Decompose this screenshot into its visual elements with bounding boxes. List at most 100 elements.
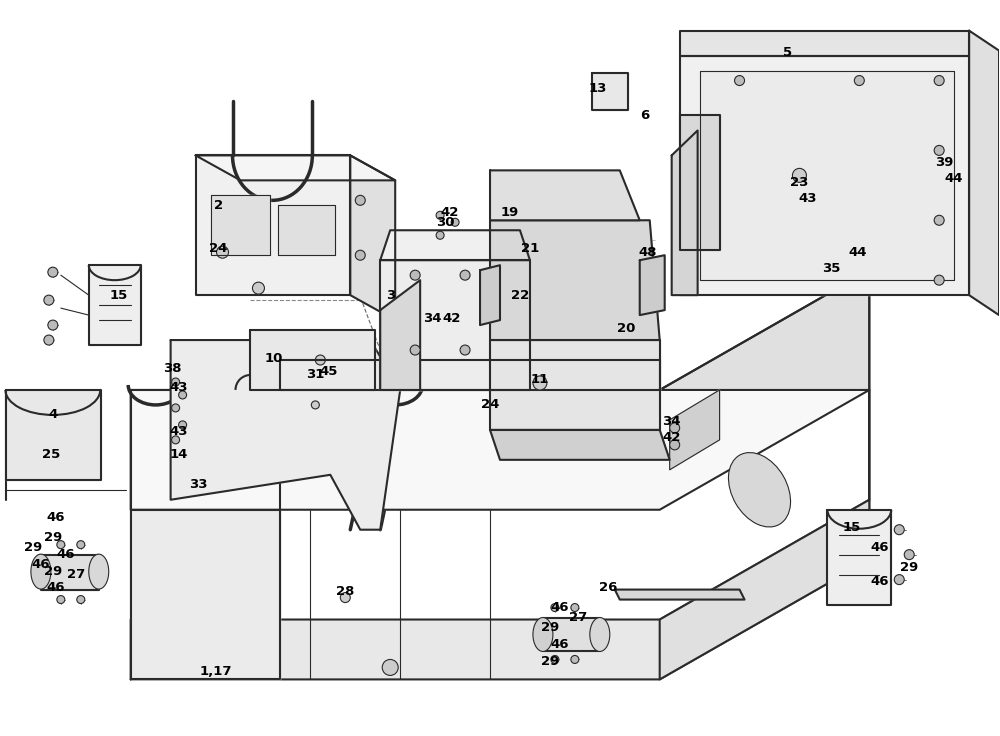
Text: 46: 46: [57, 548, 75, 561]
Circle shape: [894, 525, 904, 534]
Circle shape: [57, 595, 65, 604]
Text: 44: 44: [945, 172, 963, 185]
Polygon shape: [680, 116, 720, 250]
Circle shape: [934, 216, 944, 225]
Ellipse shape: [89, 554, 109, 589]
Circle shape: [252, 282, 264, 294]
Polygon shape: [969, 31, 999, 315]
Polygon shape: [680, 56, 969, 295]
Text: 13: 13: [589, 82, 607, 95]
Circle shape: [533, 376, 547, 390]
Text: 43: 43: [169, 425, 188, 439]
Text: 29: 29: [541, 621, 559, 634]
Polygon shape: [640, 255, 665, 315]
Circle shape: [894, 575, 904, 584]
Polygon shape: [211, 195, 270, 255]
Ellipse shape: [590, 618, 610, 651]
Circle shape: [48, 320, 58, 330]
Polygon shape: [280, 360, 660, 390]
Text: 31: 31: [306, 369, 325, 381]
Polygon shape: [131, 510, 280, 679]
Polygon shape: [680, 31, 969, 56]
Circle shape: [571, 604, 579, 612]
Ellipse shape: [728, 453, 791, 527]
Text: 22: 22: [511, 289, 529, 302]
Circle shape: [551, 604, 559, 612]
Polygon shape: [196, 155, 395, 180]
Polygon shape: [543, 618, 600, 651]
Polygon shape: [490, 340, 660, 430]
Text: 3: 3: [386, 289, 395, 302]
Circle shape: [460, 345, 470, 355]
Text: 10: 10: [264, 352, 283, 364]
Polygon shape: [592, 73, 628, 110]
Polygon shape: [131, 270, 869, 510]
Text: 46: 46: [870, 541, 889, 554]
Circle shape: [436, 231, 444, 239]
Text: 20: 20: [617, 322, 635, 335]
Polygon shape: [6, 390, 101, 480]
Circle shape: [217, 247, 229, 258]
Polygon shape: [490, 430, 670, 460]
Circle shape: [382, 659, 398, 676]
Polygon shape: [670, 390, 720, 470]
Text: 23: 23: [790, 176, 809, 189]
Circle shape: [44, 295, 54, 305]
Circle shape: [179, 421, 187, 429]
Polygon shape: [89, 265, 141, 345]
Polygon shape: [196, 155, 350, 295]
Text: 43: 43: [798, 192, 817, 205]
Text: 21: 21: [521, 241, 539, 255]
Text: 28: 28: [336, 585, 354, 598]
Text: 15: 15: [110, 289, 128, 302]
Circle shape: [410, 345, 420, 355]
Text: 35: 35: [822, 262, 841, 275]
Text: 34: 34: [662, 415, 681, 428]
Polygon shape: [171, 340, 400, 530]
Circle shape: [57, 541, 65, 548]
Text: 24: 24: [481, 398, 499, 411]
Circle shape: [670, 423, 680, 433]
Circle shape: [436, 211, 444, 219]
Polygon shape: [350, 155, 395, 320]
Text: 46: 46: [870, 575, 889, 588]
Polygon shape: [250, 330, 375, 390]
Circle shape: [340, 592, 350, 603]
Text: 29: 29: [44, 531, 62, 544]
Circle shape: [172, 378, 180, 386]
Text: 26: 26: [599, 581, 617, 594]
Text: 44: 44: [848, 246, 867, 259]
Text: 4: 4: [48, 408, 57, 422]
Polygon shape: [380, 280, 420, 390]
Text: 29: 29: [44, 565, 62, 578]
Text: 46: 46: [551, 638, 569, 651]
Circle shape: [44, 335, 54, 345]
Text: 43: 43: [169, 381, 188, 394]
Circle shape: [571, 656, 579, 663]
Circle shape: [179, 391, 187, 399]
Text: 14: 14: [169, 448, 188, 461]
Text: 42: 42: [443, 311, 461, 325]
Text: 42: 42: [441, 206, 459, 219]
Circle shape: [904, 550, 914, 559]
Text: 29: 29: [900, 561, 918, 574]
Text: 24: 24: [209, 241, 228, 255]
Text: 25: 25: [42, 448, 60, 461]
Polygon shape: [827, 510, 891, 604]
Text: 42: 42: [662, 431, 681, 445]
Text: 34: 34: [423, 311, 441, 325]
Text: 46: 46: [47, 512, 65, 524]
Text: 2: 2: [214, 199, 223, 212]
Text: 33: 33: [189, 478, 208, 491]
Text: 1,17: 1,17: [199, 665, 232, 678]
Circle shape: [172, 436, 180, 444]
Circle shape: [77, 541, 85, 548]
Text: 39: 39: [935, 156, 953, 169]
Text: 46: 46: [551, 601, 569, 614]
Circle shape: [854, 76, 864, 85]
Circle shape: [551, 656, 559, 663]
Text: 29: 29: [24, 541, 42, 554]
Text: 30: 30: [436, 216, 454, 229]
Text: 48: 48: [638, 246, 657, 259]
Circle shape: [355, 195, 365, 205]
